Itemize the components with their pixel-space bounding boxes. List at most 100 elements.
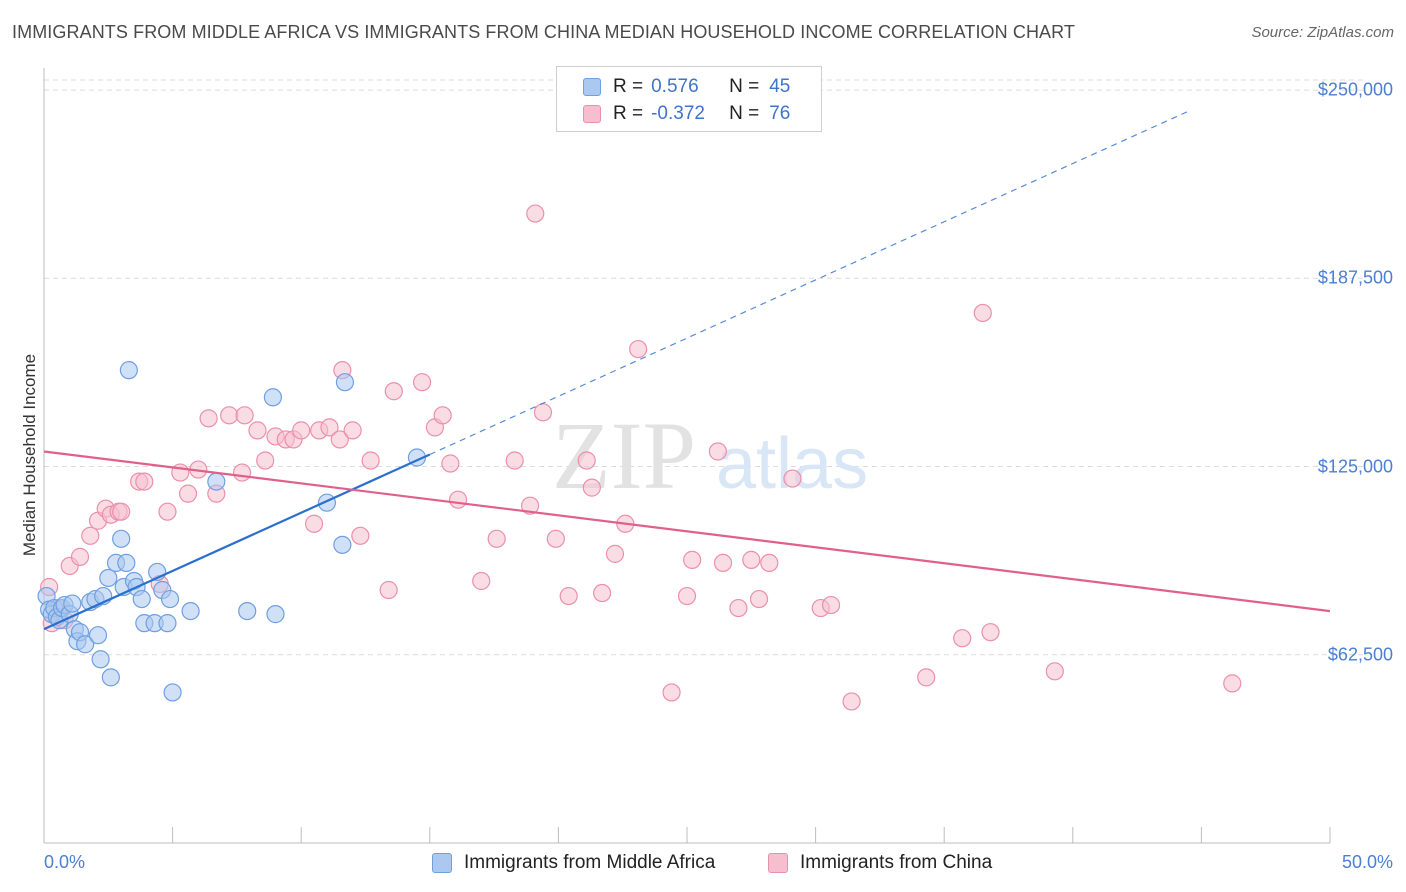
y-tick-label: $62,500	[1327, 644, 1393, 665]
x-tick-label-min: 0.0%	[44, 852, 86, 872]
middle-africa-trend-line	[43, 453, 431, 631]
china-point	[505, 451, 524, 470]
china-trend-line	[43, 450, 1331, 613]
china-point	[158, 502, 177, 521]
china-point	[81, 526, 100, 545]
china-point	[605, 544, 625, 563]
china-point	[821, 595, 841, 615]
middle-africa-point	[181, 601, 200, 621]
middle-africa-point	[63, 594, 82, 613]
china-point	[1045, 662, 1064, 681]
china-point	[760, 553, 779, 573]
middle-africa-point	[88, 626, 108, 645]
watermark-zip: ZIP	[552, 402, 696, 509]
middle-africa-point	[132, 589, 151, 609]
legend-r-label: R =	[613, 103, 644, 124]
china-point	[292, 421, 311, 440]
legend-n-label: N =	[729, 103, 760, 124]
china-point	[330, 430, 349, 449]
bottom-legend-swatch-pink	[768, 853, 788, 873]
legend-r-value: 0.576	[651, 76, 699, 97]
middle-africa-point	[119, 361, 138, 380]
middle-africa-point	[333, 535, 352, 554]
china-point	[433, 406, 452, 425]
middle-africa-point	[117, 553, 136, 573]
china-point	[1223, 674, 1242, 693]
china-point	[232, 463, 252, 482]
middle-africa-point	[99, 568, 118, 588]
china-point	[683, 550, 702, 569]
china-point	[677, 586, 697, 606]
china-point	[256, 451, 275, 470]
bottom-legend-label: Immigrants from China	[800, 852, 993, 873]
china-point	[135, 472, 154, 491]
middle-africa-point	[238, 601, 257, 621]
middle-africa-point	[91, 650, 110, 669]
china-point	[412, 373, 432, 392]
china-point	[448, 490, 468, 509]
middle-africa-point	[163, 683, 182, 702]
legend-swatch-blue	[583, 78, 601, 96]
source-label: Source: ZipAtlas.com	[1251, 24, 1394, 41]
middle-africa-point	[160, 589, 180, 609]
china-point	[487, 529, 506, 548]
legend-n-label: N =	[729, 76, 760, 97]
legend-r-value: -0.372	[651, 103, 705, 124]
china-point	[384, 382, 403, 401]
x-tick-label-max: 50.0%	[1341, 852, 1393, 872]
china-point	[973, 303, 992, 323]
legend-n-value: 45	[769, 76, 791, 97]
china-point	[729, 598, 748, 618]
china-point	[582, 478, 601, 497]
china-point	[842, 692, 861, 711]
bottom-legend-swatch-blue	[432, 853, 452, 873]
china-point	[742, 550, 761, 569]
middle-africa-point	[263, 388, 283, 407]
china-point	[320, 418, 339, 437]
china-point	[577, 451, 596, 470]
middle-africa-point	[266, 605, 285, 624]
bottom-legend-label: Immigrants from Middle Africa	[464, 852, 716, 873]
china-point	[593, 583, 612, 603]
china-point	[343, 421, 362, 440]
china-point	[533, 403, 553, 422]
bottom-legend-china: Immigrants from China	[768, 852, 992, 874]
china-point	[713, 553, 733, 573]
middle-africa-point	[101, 668, 120, 687]
middle-africa-point	[335, 373, 355, 392]
chart-title: IMMIGRANTS FROM MIDDLE AFRICA VS IMMIGRA…	[12, 22, 1076, 42]
china-point	[112, 502, 131, 521]
china-point	[70, 547, 90, 566]
watermark-atlas: atlas	[716, 424, 868, 504]
china-point	[235, 406, 254, 425]
china-point	[199, 409, 218, 428]
middle-africa-point	[158, 614, 177, 633]
china-point	[351, 526, 370, 545]
china-point	[546, 529, 565, 548]
china-point	[178, 484, 198, 503]
legend-r-label: R =	[613, 76, 644, 97]
legend-row-middle-africa: R = 0.576 N = 45	[583, 75, 790, 99]
bottom-legend-middle-africa: Immigrants from Middle Africa	[432, 852, 715, 874]
china-point	[708, 442, 727, 461]
y-tick-label: $125,000	[1317, 456, 1393, 477]
correlation-legend: R = 0.576 N = 45 R = -0.372 N = 76	[556, 66, 822, 132]
middle-africa-point	[112, 529, 131, 548]
china-point	[379, 580, 398, 600]
china-point	[361, 451, 380, 470]
china-point	[304, 514, 324, 533]
china-point	[220, 406, 239, 425]
china-point	[472, 571, 491, 591]
china-point	[953, 629, 972, 648]
china-point	[917, 668, 936, 687]
middle-africa-point	[207, 472, 226, 491]
china-point	[749, 589, 769, 609]
china-point	[526, 204, 545, 223]
middle-africa-trend-extension	[429, 110, 1189, 456]
china-point	[662, 683, 681, 702]
y-tick-label: $187,500	[1317, 267, 1393, 288]
middle-africa-point	[76, 635, 95, 654]
legend-swatch-pink	[583, 105, 601, 123]
legend-n-value: 76	[769, 103, 791, 124]
